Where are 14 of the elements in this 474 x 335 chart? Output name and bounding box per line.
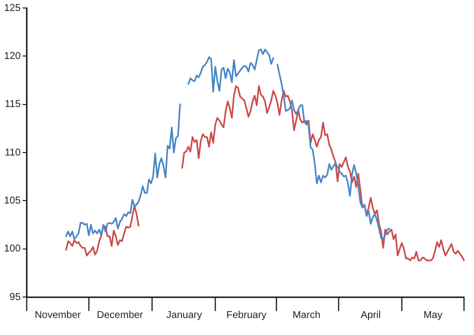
x-tick-label: January <box>166 310 202 321</box>
y-tick-label: 115 <box>4 99 22 110</box>
x-tick-label: February <box>226 310 266 321</box>
x-tick-label: May <box>423 310 442 321</box>
y-tick-label: 105 <box>4 195 22 206</box>
y-tick-label: 120 <box>4 50 22 62</box>
x-tick-label: December <box>96 310 144 321</box>
y-tick-label: 95 <box>10 292 22 303</box>
x-tick-label: March <box>292 310 320 321</box>
y-tick-label: 125 <box>4 2 22 14</box>
y-tick-label: 110 <box>4 147 22 158</box>
x-tick-label: April <box>360 310 381 321</box>
x-tick-label: November <box>34 310 82 321</box>
y-tick-label: 100 <box>4 244 22 255</box>
